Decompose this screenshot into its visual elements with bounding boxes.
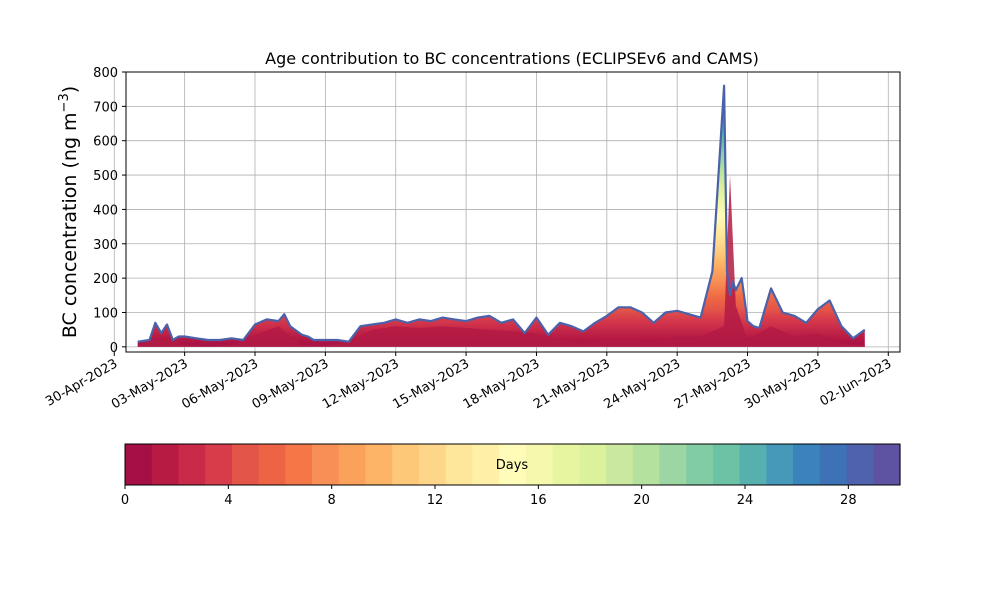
colorbar-swatch bbox=[606, 444, 634, 485]
colorbar-swatch bbox=[873, 444, 901, 485]
y-tick-label: 200 bbox=[93, 272, 118, 287]
colorbar-swatch bbox=[579, 444, 607, 485]
colorbar-tick-label: 8 bbox=[328, 493, 336, 508]
colorbar-tick-label: 12 bbox=[427, 493, 444, 508]
colorbar-swatch bbox=[258, 444, 286, 485]
colorbar-swatch bbox=[338, 444, 367, 485]
y-tick-label: 100 bbox=[93, 306, 118, 321]
colorbar-swatch bbox=[285, 444, 313, 485]
colorbar-swatch bbox=[205, 444, 233, 485]
chart-title: Age contribution to BC concentrations (E… bbox=[265, 49, 759, 68]
series-total-line bbox=[137, 84, 866, 343]
colorbar-swatch bbox=[819, 444, 848, 485]
colorbar-tick-label: 0 bbox=[121, 493, 129, 508]
colorbar-tick-label: 16 bbox=[530, 493, 547, 508]
x-tick-label: 27-May-2023 bbox=[672, 356, 754, 412]
x-tick-label: 09-May-2023 bbox=[250, 356, 332, 412]
colorbar-swatch bbox=[712, 444, 741, 485]
x-tick-label: 03-May-2023 bbox=[109, 356, 191, 412]
y-tick-label: 300 bbox=[93, 238, 118, 253]
x-tick-label: 06-May-2023 bbox=[179, 356, 261, 412]
colorbar-swatch bbox=[659, 444, 687, 485]
x-tick-label: 30-May-2023 bbox=[742, 356, 824, 412]
colorbar-tick-label: 4 bbox=[224, 493, 232, 508]
colorbar-swatch bbox=[445, 444, 474, 485]
colorbar bbox=[124, 443, 901, 486]
series-total-area bbox=[137, 85, 865, 347]
plot-frame bbox=[125, 71, 901, 353]
y-axis-ticks: 0 100 200 300 400 500 600 700 800 bbox=[93, 66, 126, 356]
x-tick-label: 15-May-2023 bbox=[390, 356, 472, 412]
gridlines bbox=[113, 71, 900, 352]
colorbar-swatch bbox=[793, 444, 821, 485]
colorbar-ticks: 0 4 8 12 16 20 24 28 bbox=[121, 485, 857, 508]
colorbar-swatch bbox=[472, 444, 500, 485]
y-axis-label-main: BC concentration (ng m bbox=[59, 112, 81, 338]
colorbar-swatch bbox=[525, 444, 554, 485]
plot-areas bbox=[137, 84, 866, 347]
y-tick-label: 600 bbox=[93, 135, 118, 150]
colorbar-swatch bbox=[125, 444, 153, 485]
series-young-area bbox=[137, 175, 865, 347]
colorbar-swatch bbox=[365, 444, 393, 485]
colorbar-tick-label: 24 bbox=[737, 493, 754, 508]
colorbar-swatch bbox=[766, 444, 794, 485]
colorbar-swatch bbox=[178, 444, 206, 485]
x-tick-label: 12-May-2023 bbox=[320, 356, 402, 412]
colorbar-swatch bbox=[739, 444, 767, 485]
colorbar-border bbox=[124, 443, 901, 486]
colorbar-swatch bbox=[151, 444, 180, 485]
colorbar-swatch bbox=[418, 444, 447, 485]
x-tick-label: 02-Jun-2023 bbox=[817, 356, 894, 409]
y-axis-label-close: ) bbox=[59, 86, 81, 93]
colorbar-label: Days bbox=[496, 458, 529, 473]
colorbar-swatch bbox=[392, 444, 420, 485]
colorbar-swatch bbox=[686, 444, 714, 485]
colorbar-swatch bbox=[499, 444, 527, 485]
plot-border bbox=[125, 71, 901, 353]
y-tick-label: 700 bbox=[93, 100, 118, 115]
y-axis-label: BC concentration (ng m−3) bbox=[57, 86, 81, 338]
colorbar-swatch bbox=[312, 444, 340, 485]
x-tick-label: 18-May-2023 bbox=[461, 356, 543, 412]
colorbar-swatch bbox=[846, 444, 874, 485]
x-tick-label: 30-Apr-2023 bbox=[43, 356, 120, 409]
colorbar-tick-label: 28 bbox=[840, 493, 857, 508]
x-tick-label: 21-May-2023 bbox=[531, 356, 613, 412]
y-axis-label-sup: −3 bbox=[57, 93, 72, 112]
x-tick-label: 24-May-2023 bbox=[602, 356, 684, 412]
x-axis-ticks: 30-Apr-202303-May-202306-May-202309-May-… bbox=[43, 352, 894, 412]
colorbar-swatch bbox=[231, 444, 260, 485]
y-tick-label: 800 bbox=[93, 66, 118, 81]
y-tick-label: 0 bbox=[110, 341, 118, 356]
y-tick-label: 400 bbox=[93, 203, 118, 218]
y-tick-label: 500 bbox=[93, 169, 118, 184]
colorbar-swatch bbox=[552, 444, 580, 485]
colorbar-swatch bbox=[632, 444, 661, 485]
colorbar-tick-label: 20 bbox=[633, 493, 650, 508]
